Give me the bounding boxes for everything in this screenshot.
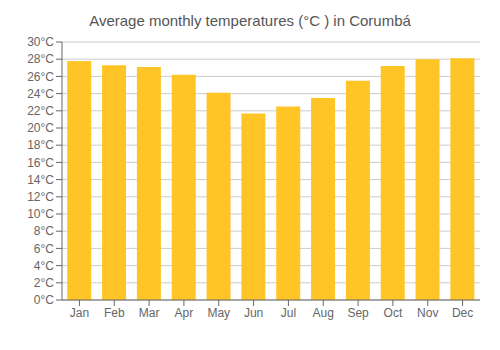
svg-text:28°C: 28°C [27, 52, 54, 66]
svg-text:2°C: 2°C [34, 276, 54, 290]
svg-text:10°C: 10°C [27, 207, 54, 221]
svg-text:Feb: Feb [104, 306, 125, 320]
svg-text:Nov: Nov [417, 306, 438, 320]
svg-text:Oct: Oct [384, 306, 403, 320]
svg-text:18°C: 18°C [27, 138, 54, 152]
svg-text:22°C: 22°C [27, 104, 54, 118]
svg-text:Apr: Apr [175, 306, 194, 320]
svg-text:Jul: Jul [281, 306, 296, 320]
svg-text:26°C: 26°C [27, 70, 54, 84]
svg-text:Dec: Dec [452, 306, 473, 320]
svg-text:0°C: 0°C [34, 293, 54, 307]
svg-text:20°C: 20°C [27, 121, 54, 135]
html-text:Average monthly temperatures (: Average monthly temperatures (°C ) in Co… [89, 12, 411, 29]
svg-text:30°C: 30°C [27, 35, 54, 49]
svg-text:24°C: 24°C [27, 87, 54, 101]
svg-text:8°C: 8°C [34, 224, 54, 238]
svg-text:May: May [207, 306, 230, 320]
svg-text:14°C: 14°C [27, 173, 54, 187]
svg-text:Jun: Jun [244, 306, 263, 320]
svg-text:Aug: Aug [313, 306, 334, 320]
svg-text:6°C: 6°C [34, 242, 54, 256]
svg-text:12°C: 12°C [27, 190, 54, 204]
svg-text:Sep: Sep [347, 306, 369, 320]
svg-text:Mar: Mar [139, 306, 160, 320]
svg-text:Jan: Jan [70, 306, 89, 320]
svg-text:4°C: 4°C [34, 259, 54, 273]
svg-text:16°C: 16°C [27, 156, 54, 170]
